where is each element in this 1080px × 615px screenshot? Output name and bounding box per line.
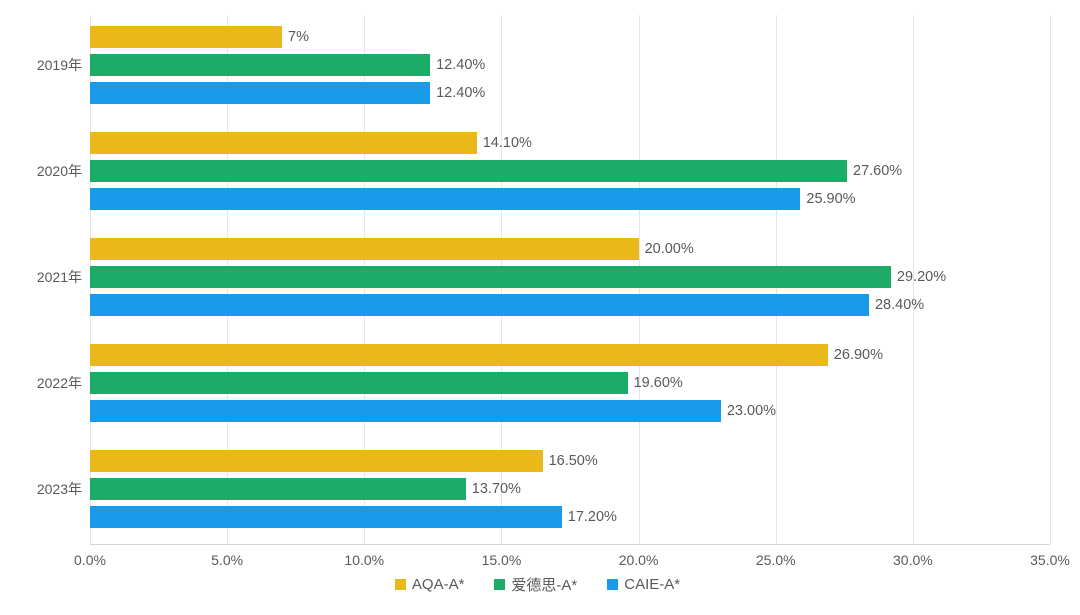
x-tick-label: 5.0% xyxy=(211,552,243,568)
bar: 27.60% xyxy=(90,160,847,182)
legend-label: AQA-A* xyxy=(412,576,465,593)
bar: 29.20% xyxy=(90,266,891,288)
bar: 12.40% xyxy=(90,82,430,104)
legend-swatch xyxy=(395,579,406,590)
x-tick-label: 25.0% xyxy=(756,552,796,568)
legend-label: CAIE-A* xyxy=(624,576,680,593)
bar-value-label: 12.40% xyxy=(436,57,485,73)
bar: 17.20% xyxy=(90,506,562,528)
bar: 25.90% xyxy=(90,188,800,210)
legend-item: AQA-A* xyxy=(395,574,465,595)
bar: 23.00% xyxy=(90,400,721,422)
bar: 12.40% xyxy=(90,54,430,76)
bar-value-label: 26.90% xyxy=(834,347,883,363)
category-group: 2021年20.00%29.20%28.40% xyxy=(90,238,1050,316)
y-category-label: 2020年 xyxy=(20,161,82,181)
bar-value-label: 17.20% xyxy=(568,509,617,525)
legend-label: 爱德思-A* xyxy=(511,574,577,595)
bar-value-label: 25.90% xyxy=(806,191,855,207)
x-tick-label: 15.0% xyxy=(482,552,522,568)
bar: 28.40% xyxy=(90,294,869,316)
legend-item: CAIE-A* xyxy=(607,574,680,595)
category-group: 2023年16.50%13.70%17.20% xyxy=(90,450,1050,528)
y-category-label: 2023年 xyxy=(20,479,82,499)
plot-area: 0.0%5.0%10.0%15.0%20.0%25.0%30.0%35.0%20… xyxy=(90,15,1050,545)
legend: AQA-A* 爱德思-A* CAIE-A* xyxy=(20,574,1055,595)
bar: 26.90% xyxy=(90,344,828,366)
y-category-label: 2019年 xyxy=(20,55,82,75)
bar-value-label: 23.00% xyxy=(727,403,776,419)
bar: 19.60% xyxy=(90,372,628,394)
bar-value-label: 19.60% xyxy=(634,375,683,391)
legend-item: 爱德思-A* xyxy=(494,574,577,595)
bar: 14.10% xyxy=(90,132,477,154)
gridline xyxy=(1050,15,1051,544)
x-tick-label: 35.0% xyxy=(1030,552,1070,568)
bar: 16.50% xyxy=(90,450,543,472)
bar-value-label: 27.60% xyxy=(853,163,902,179)
legend-swatch xyxy=(494,579,505,590)
bar-value-label: 28.40% xyxy=(875,297,924,313)
x-tick-label: 20.0% xyxy=(619,552,659,568)
bar: 20.00% xyxy=(90,238,639,260)
y-category-label: 2021年 xyxy=(20,267,82,287)
category-group: 2022年26.90%19.60%23.00% xyxy=(90,344,1050,422)
category-group: 2020年14.10%27.60%25.90% xyxy=(90,132,1050,210)
bar-value-label: 20.00% xyxy=(645,241,694,257)
bar-value-label: 13.70% xyxy=(472,481,521,497)
legend-swatch xyxy=(607,579,618,590)
bar-value-label: 29.20% xyxy=(897,269,946,285)
y-category-label: 2022年 xyxy=(20,373,82,393)
category-group: 2019年7%12.40%12.40% xyxy=(90,26,1050,104)
bar: 7% xyxy=(90,26,282,48)
bar-value-label: 12.40% xyxy=(436,85,485,101)
bar-value-label: 16.50% xyxy=(549,453,598,469)
bar-value-label: 14.10% xyxy=(483,135,532,151)
x-tick-label: 10.0% xyxy=(344,552,384,568)
x-tick-label: 0.0% xyxy=(74,552,106,568)
bar-value-label: 7% xyxy=(288,29,309,45)
x-tick-label: 30.0% xyxy=(893,552,933,568)
grouped-bar-chart: 0.0%5.0%10.0%15.0%20.0%25.0%30.0%35.0%20… xyxy=(20,15,1055,595)
bar: 13.70% xyxy=(90,478,466,500)
